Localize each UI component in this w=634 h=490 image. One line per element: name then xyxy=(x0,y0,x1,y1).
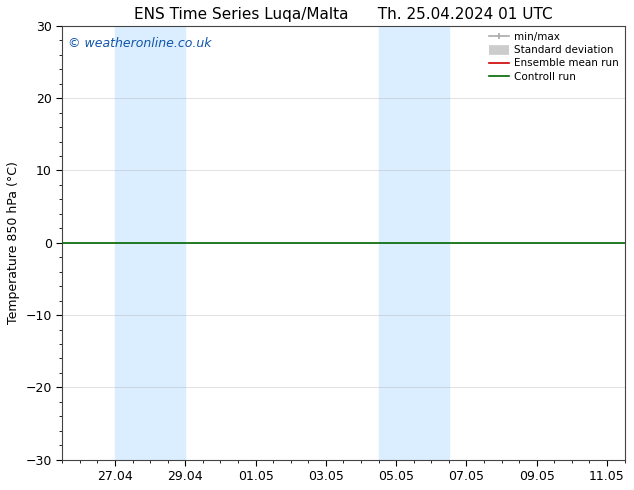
Bar xyxy=(378,26,414,460)
Title: ENS Time Series Luqa/Malta      Th. 25.04.2024 01 UTC: ENS Time Series Luqa/Malta Th. 25.04.202… xyxy=(134,7,553,22)
Bar xyxy=(150,26,185,460)
Y-axis label: Temperature 850 hPa (°C): Temperature 850 hPa (°C) xyxy=(7,161,20,324)
Bar xyxy=(414,26,449,460)
Text: © weatheronline.co.uk: © weatheronline.co.uk xyxy=(68,37,211,49)
Legend: min/max, Standard deviation, Ensemble mean run, Controll run: min/max, Standard deviation, Ensemble me… xyxy=(484,28,623,86)
Bar xyxy=(115,26,150,460)
